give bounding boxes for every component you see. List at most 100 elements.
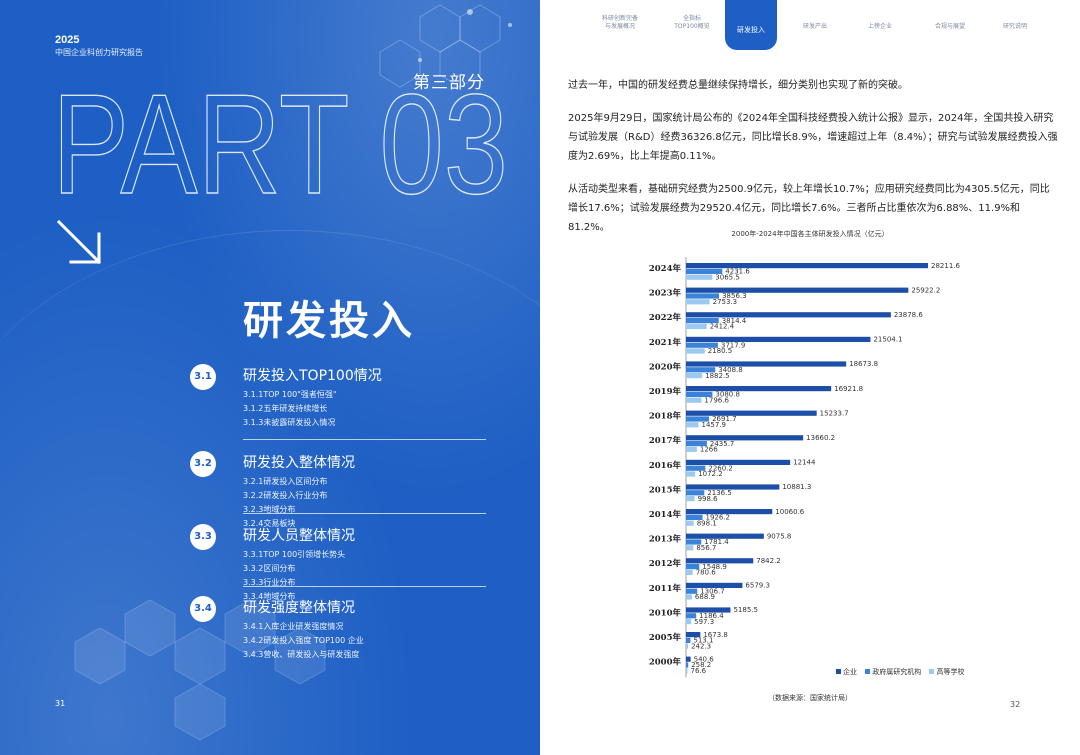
category-label: 2020年	[649, 361, 682, 372]
nav-tab-label: 全指标 TOP100概览	[674, 15, 710, 30]
data-label: 21504.1	[873, 336, 902, 344]
bar-enterprise	[686, 582, 743, 588]
nav-tab-compliance[interactable]: 合规与展望	[920, 15, 980, 39]
bar-research-institute	[686, 293, 720, 299]
body-paragraph: 2025年9月29日，国家统计局公布的《2024年全国科技经费投入统计公报》显示…	[568, 113, 1058, 162]
toc-subitem: 3.2.2研发投入行业分布	[243, 491, 328, 500]
bar-university	[686, 619, 692, 625]
part-number-outline: PART 03	[52, 83, 509, 203]
data-label: 2136.5	[707, 489, 732, 497]
data-label: 2412.4	[710, 323, 735, 331]
bar-university	[686, 373, 703, 379]
data-label: 513.1	[693, 637, 713, 645]
category-label: 2017年	[649, 435, 682, 446]
bar-enterprise	[686, 509, 773, 515]
data-label: 856.7	[696, 544, 716, 552]
data-label: 15233.7	[820, 409, 849, 417]
category-label: 2019年	[649, 386, 682, 397]
bar-university	[686, 299, 710, 305]
category-label: 2010年	[649, 607, 682, 618]
decorative-curve	[0, 230, 540, 731]
body-paragraph: 过去一年，中国的研发经费总量继续保持增长，细分类别也实现了新的突破。	[568, 80, 908, 91]
toc-subitems: 3.3.1TOP 100引领增长势头 3.3.2区间分布 3.3.3行业分布 3…	[243, 548, 486, 604]
toc-subitem: 3.1.2五年研发持续增长	[243, 404, 328, 413]
category-label: 2018年	[649, 411, 682, 422]
report-title: 中国企业科创力研究报告	[55, 48, 143, 57]
category-label: 2016年	[649, 460, 682, 471]
divider	[243, 439, 486, 440]
toc-subitem: 3.4.3营收、研发投入与研发强度	[243, 650, 360, 659]
nav-tab-overview[interactable]: 科研创新完备 与发展概况	[590, 15, 650, 39]
category-label: 2015年	[649, 484, 682, 495]
data-label: 1882.5	[705, 372, 730, 380]
data-label: 258.2	[691, 661, 711, 669]
section-title: 研发投入	[243, 298, 415, 344]
data-label: 1457.9	[702, 421, 727, 429]
right-page: 科研创新完备 与发展概况 全指标 TOP100概览 研发投入 研发产出 上榜企业…	[540, 0, 1080, 755]
report-year: 2025	[55, 34, 80, 46]
nav-tab-top100[interactable]: 全指标 TOP100概览	[662, 15, 722, 39]
category-label: 2011年	[649, 583, 682, 594]
part-label-cn: 第三部分	[413, 73, 485, 93]
nav-tab-label: 上榜企业	[867, 23, 892, 30]
divider	[243, 586, 486, 587]
chapter-nav: 科研创新完备 与发展概况 全指标 TOP100概览 研发投入 研发产出 上榜企业…	[580, 0, 1050, 50]
legend-swatch-enterprise	[836, 669, 841, 674]
nav-tab-notes[interactable]: 研究说明	[985, 15, 1045, 39]
data-label: 4231.6	[725, 268, 750, 276]
data-label: 12144	[793, 459, 816, 467]
bar-research-institute	[686, 441, 707, 447]
toc-subitem: 3.2.4交易板块	[243, 519, 296, 528]
bar-university	[686, 569, 693, 575]
data-label: 1548.9	[702, 563, 727, 571]
bar-enterprise	[686, 632, 701, 638]
chart-legend: 企业 政府属研究机构 高等学校	[830, 667, 964, 677]
bar-university	[686, 471, 696, 477]
data-label: 540.6	[694, 655, 715, 663]
toc-heading: 研发强度整体情况	[243, 600, 355, 616]
data-label: 5185.5	[733, 606, 758, 614]
data-label: 1781.4	[704, 538, 729, 546]
data-label: 10060.6	[775, 508, 804, 516]
bar-research-institute	[686, 367, 716, 373]
toc-heading: 研发投入整体情况	[243, 455, 355, 471]
bar-research-institute	[686, 268, 723, 274]
toc-subitem: 3.1.3未披露研发投入情况	[243, 418, 336, 427]
data-label: 1266	[700, 446, 718, 454]
nav-tab-label: 科研创新完备 与发展概况	[601, 15, 638, 30]
category-label: 2014年	[649, 509, 682, 520]
category-label: 2012年	[649, 558, 682, 569]
bar-enterprise	[686, 312, 891, 318]
bar-university	[686, 274, 713, 280]
category-label: 2024年	[649, 263, 682, 274]
data-label: 9075.8	[767, 532, 792, 540]
data-label: 1306.7	[700, 587, 725, 595]
nav-tab-listed-companies[interactable]: 上榜企业	[850, 15, 910, 39]
data-label: 3065.5	[715, 273, 740, 281]
nav-tab-rd-input[interactable]: 研发投入	[725, 0, 777, 50]
data-label: 18673.8	[849, 360, 878, 368]
category-label: 2013年	[649, 534, 682, 545]
data-label: 2180.5	[708, 347, 733, 355]
bar-enterprise	[686, 263, 928, 269]
toc-subitems: 3.2.1研发投入区间分布 3.2.2研发投入行业分布 3.2.3地域分布 3.…	[243, 475, 486, 531]
nav-tab-label: 研究说明	[1002, 23, 1027, 30]
data-label: 3408.8	[718, 366, 743, 374]
legend-label: 企业	[843, 668, 857, 676]
bar-research-institute	[686, 416, 710, 422]
toc-subitem: 3.3.2区间分布	[243, 564, 296, 573]
bar-university	[686, 323, 707, 329]
bar-university	[686, 397, 702, 403]
toc-subitem: 3.2.1研发投入区间分布	[243, 477, 328, 486]
chart-title: 2000年-2024年中国各主体研发投入情况（亿元）	[731, 230, 889, 238]
toc-subitem: 3.2.3地域分布	[243, 505, 296, 514]
toc-subitem: 3.4.2研发投入强度 TOP100 企业	[243, 636, 364, 645]
nav-tab-rd-output[interactable]: 研发产出	[785, 15, 845, 39]
arrow-down-right-icon	[56, 219, 102, 265]
bar-university	[686, 643, 689, 649]
data-label: 898.1	[697, 519, 717, 527]
bar-research-institute	[686, 514, 703, 520]
data-label: 25922.2	[911, 286, 940, 294]
toc-heading: 研发投入TOP100情况	[243, 368, 382, 384]
data-label: 1072.2	[698, 470, 723, 478]
